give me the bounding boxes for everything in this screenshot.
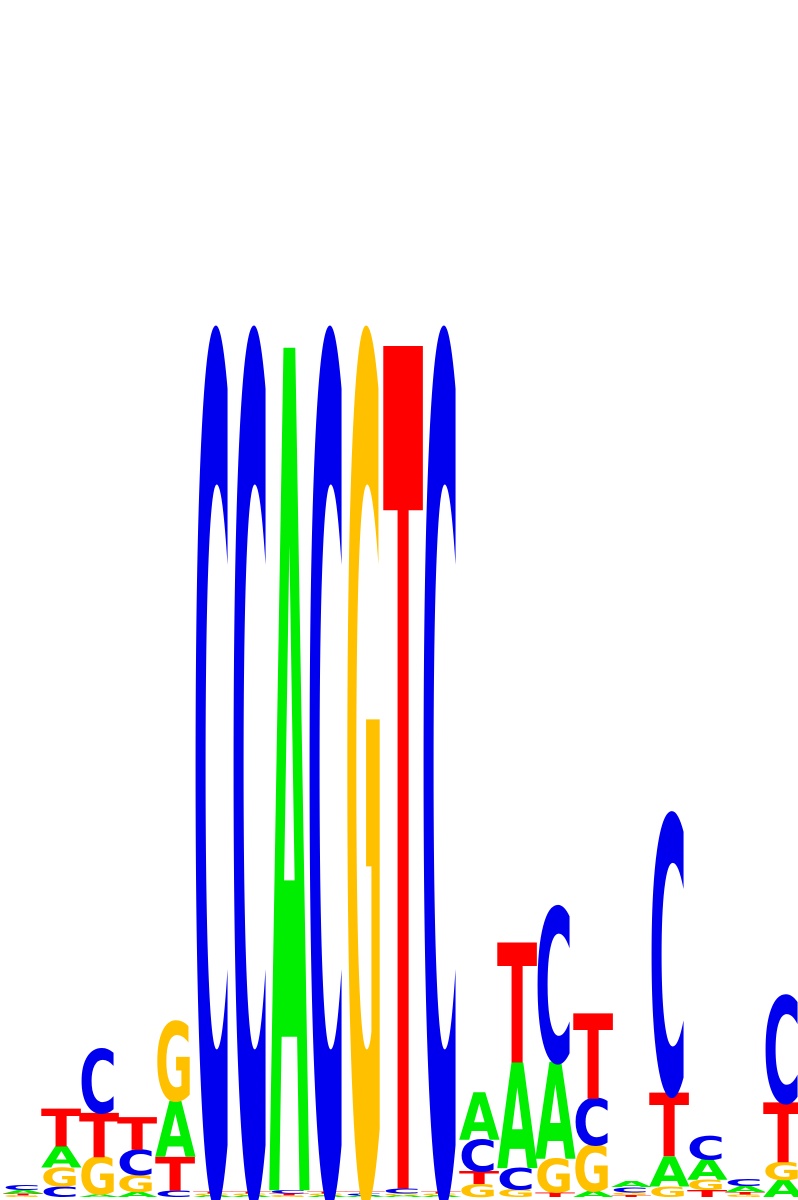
logo-letter-G-pos-11: G <box>383 1193 421 1196</box>
logo-letter-C-pos-20: C <box>725 1177 763 1188</box>
logo-letter-A-pos-8: A <box>269 118 310 1200</box>
logo-letter-C-pos-10: C <box>345 1193 383 1196</box>
logo-letter-T-pos-4: T <box>117 1109 158 1160</box>
logo-letter-T-pos-12: T <box>421 1191 462 1194</box>
logo-letter-T-pos-7: T <box>231 1191 272 1194</box>
logo-letter-T-pos-20: T <box>725 1191 766 1195</box>
logo-letter-A-pos-20: A <box>725 1184 766 1194</box>
logo-letter-C-pos-3: C <box>79 1031 117 1133</box>
logo-letter-G-pos-5: G <box>155 1000 193 1126</box>
logo-letter-T-pos-6: T <box>193 1191 234 1194</box>
logo-letter-C-pos-15: C <box>535 867 573 1113</box>
logo-letter-T-pos-21: T <box>763 1086 798 1181</box>
logo-letter-G-pos-12: G <box>421 1193 459 1196</box>
logo-letter-A-pos-2: A <box>41 1142 82 1176</box>
logo-letter-C-pos-9: C <box>307 108 345 1200</box>
logo-letter-C-pos-13: C <box>459 1132 497 1182</box>
logo-letter-T-pos-13: T <box>459 1169 500 1189</box>
logo-letter-T-pos-5: T <box>155 1148 195 1200</box>
logo-letter-A-pos-6: A <box>193 1195 234 1198</box>
logo-letter-A-pos-12: A <box>421 1195 462 1198</box>
logo-letter-C-pos-21: C <box>763 967 798 1138</box>
logo-letter-A-pos-9: A <box>307 1195 348 1198</box>
logo-letter-C-pos-18: C <box>649 741 687 1182</box>
logo-letter-G-pos-6: G <box>193 1193 231 1196</box>
logo-letter-A-pos-16: A <box>573 1189 614 1199</box>
logo-letter-A-pos-1: A <box>3 1189 44 1194</box>
logo-letter-C-pos-19: C <box>687 1130 725 1167</box>
logo-letter-C-pos-14: C <box>497 1162 535 1196</box>
logo-letter-T-pos-15: T <box>535 1192 576 1199</box>
logo-letter-G-pos-17: G <box>611 1192 649 1196</box>
logo-letter-T-pos-18: T <box>649 1076 689 1178</box>
logo-letter-C-pos-17: C <box>611 1186 649 1194</box>
logo-letter-A-pos-10: A <box>345 1195 386 1198</box>
logo-letter-G-pos-4: G <box>117 1170 155 1197</box>
logo-letter-A-pos-11: A <box>383 1195 424 1198</box>
logo-letter-G-pos-21: G <box>763 1158 798 1186</box>
logo-letter-C-pos-2: C <box>41 1184 79 1200</box>
logo-letter-C-pos-8: C <box>269 1189 307 1194</box>
logo-letter-G-pos-7: G <box>231 1193 269 1196</box>
logo-letter-A-pos-4: A <box>117 1190 158 1198</box>
logo-letter-A-pos-21: A <box>763 1175 798 1200</box>
logo-letter-G-pos-9: G <box>307 1193 345 1196</box>
logo-letter-T-pos-19: T <box>687 1188 728 1199</box>
logo-letter-T-pos-17: T <box>611 1194 652 1197</box>
logo-letter-G-pos-8: G <box>269 1195 307 1198</box>
logo-letter-G-pos-18: G <box>649 1184 687 1200</box>
logo-letter-A-pos-19: A <box>687 1154 728 1187</box>
logo-letter-G-pos-14: G <box>497 1187 535 1199</box>
logo-letter-C-pos-7: C <box>231 108 269 1200</box>
logo-letter-T-pos-8: T <box>269 1193 310 1196</box>
logo-letter-A-pos-14: A <box>497 1034 538 1200</box>
logo-letter-T-pos-3: T <box>79 1101 119 1172</box>
logo-letter-G-pos-15: G <box>535 1150 573 1200</box>
logo-letter-C-pos-11: C <box>383 1187 421 1195</box>
logo-letter-A-pos-15: A <box>535 1035 576 1190</box>
logo-letter-C-pos-4: C <box>117 1143 155 1184</box>
logo-letter-A-pos-5: A <box>155 1085 196 1175</box>
logo-letter-C-pos-1: C <box>3 1184 41 1192</box>
logo-letter-T-pos-1: T <box>3 1193 44 1196</box>
logo-letter-T-pos-2: T <box>41 1100 82 1159</box>
logo-letter-T-pos-16: T <box>573 990 613 1126</box>
logo-letter-G-pos-10: G <box>345 108 383 1200</box>
logo-letter-T-pos-9: T <box>307 1191 348 1194</box>
logo-letter-G-pos-13: G <box>459 1181 497 1200</box>
logo-letter-G-pos-20: G <box>725 1194 763 1198</box>
logo-letter-G-pos-2: G <box>41 1162 79 1192</box>
logo-letter-A-pos-7: A <box>231 1195 272 1198</box>
logo-letter-G-pos-3: G <box>79 1147 117 1200</box>
logo-letter-A-pos-13: A <box>459 1079 500 1155</box>
logo-letter-T-pos-11: T <box>383 115 424 1200</box>
logo-letter-G-pos-16: G <box>573 1134 611 1200</box>
logo-letter-G-pos-1: G <box>3 1195 41 1198</box>
logo-letter-A-pos-17: A <box>611 1180 652 1190</box>
logo-letter-C-pos-6: C <box>193 108 231 1200</box>
logo-letter-C-pos-12: C <box>421 108 459 1200</box>
logo-letter-C-pos-5: C <box>155 1189 193 1199</box>
logo-letter-G-pos-19: G <box>687 1178 725 1194</box>
logo-letter-T-pos-10: T <box>345 1191 386 1194</box>
logo-letter-C-pos-16: C <box>573 1086 611 1161</box>
logo-letter-A-pos-3: A <box>79 1194 120 1198</box>
logo-letter-A-pos-18: A <box>649 1149 690 1197</box>
logo-letter-T-pos-14: T <box>497 911 537 1103</box>
